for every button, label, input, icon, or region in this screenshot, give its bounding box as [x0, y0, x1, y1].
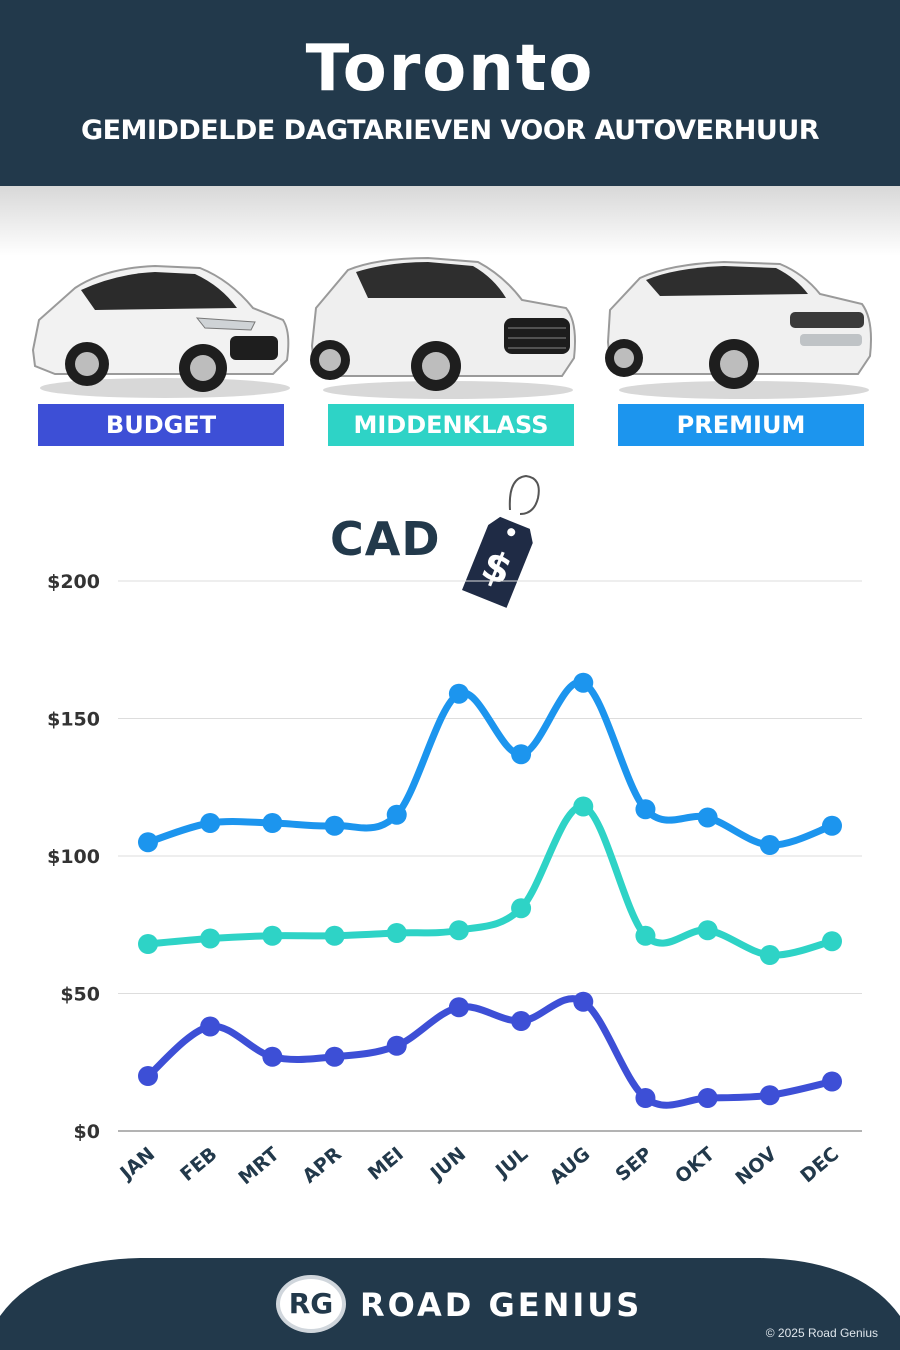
data-point: [759, 835, 780, 855]
data-point: [511, 898, 532, 919]
x-axis-labels: JAN FEB MRT APR MEI JUN JUL AUG SEP OKT NOV DEC: [115, 1143, 844, 1190]
suv-car-icon: [310, 256, 576, 399]
data-point: [448, 997, 469, 1018]
data-point: [573, 672, 594, 693]
data-point: [386, 923, 407, 943]
data-point: [822, 815, 842, 836]
x-tick-label: SEP: [611, 1143, 656, 1186]
middenklass-label: MIDDENKLASS: [328, 404, 574, 446]
x-tick-label: FEB: [176, 1143, 221, 1186]
data-point: [324, 1046, 345, 1067]
data-point: [448, 683, 469, 704]
chart-series: [138, 672, 842, 1109]
data-point: [697, 807, 718, 828]
y-tick-label: $200: [47, 571, 100, 593]
data-point: [324, 925, 345, 946]
data-point: [386, 804, 407, 825]
data-point: [138, 1066, 158, 1086]
y-axis-labels: $0 $50 $100 $150 $200: [47, 571, 100, 1143]
data-point: [262, 925, 283, 946]
data-point: [697, 1088, 718, 1108]
x-tick-label: JUL: [490, 1143, 532, 1183]
data-point: [635, 925, 656, 946]
data-point: [635, 1088, 656, 1108]
premium-label: PREMIUM: [618, 404, 864, 446]
data-point: [573, 991, 594, 1012]
data-point: [511, 1011, 532, 1031]
data-point: [138, 934, 158, 954]
series-premium: [138, 672, 842, 855]
x-tick-label: JAN: [115, 1143, 160, 1185]
page-subtitle: GEMIDDELDE DAGTARIEVEN VOOR AUTOVERHUUR: [80, 115, 820, 146]
data-point: [262, 1046, 283, 1067]
data-point: [822, 1071, 842, 1092]
data-point: [759, 945, 780, 965]
copyright-text: © 2025 Road Genius: [765, 1326, 878, 1340]
series-budget: [138, 991, 842, 1109]
series-middenklass: [138, 796, 842, 965]
page-title: Toronto: [305, 32, 595, 106]
x-tick-label: AUG: [546, 1143, 595, 1189]
x-tick-label: DEC: [796, 1143, 843, 1187]
x-tick-label: MEI: [364, 1143, 408, 1185]
x-tick-label: JUN: [425, 1143, 470, 1186]
data-point: [822, 931, 842, 952]
data-point: [200, 1016, 221, 1037]
brand-name: ROAD GENIUS: [360, 1286, 643, 1324]
footer-banner: [0, 1258, 900, 1350]
data-point: [324, 815, 345, 836]
data-point: [262, 813, 283, 833]
y-tick-label: $0: [74, 1121, 100, 1143]
data-point: [386, 1035, 407, 1056]
series-line: [144, 678, 836, 849]
hatchback-car-icon: [31, 264, 290, 398]
chart-gridlines: [118, 580, 862, 1132]
data-point: [511, 744, 532, 765]
data-point: [138, 832, 158, 853]
premium-suv-car-icon: [605, 260, 872, 399]
data-point: [448, 920, 469, 941]
y-tick-label: $100: [47, 846, 100, 868]
y-tick-label: $50: [60, 984, 100, 1006]
rates-line-chart: $0 $50 $100 $150 $200 JAN FEB MRT APR MEI JUN JUL A…: [47, 571, 862, 1190]
data-point: [573, 796, 594, 817]
x-tick-label: APR: [298, 1143, 346, 1188]
data-point: [200, 813, 221, 833]
budget-label: BUDGET: [38, 404, 284, 446]
header-shadow: [0, 186, 900, 256]
data-point: [697, 920, 718, 941]
y-tick-label: $150: [47, 709, 100, 731]
x-tick-label: NOV: [731, 1143, 781, 1190]
header-banner: Toronto GEMIDDELDE DAGTARIEVEN VOOR AUTO…: [0, 0, 900, 186]
series-line: [144, 995, 836, 1109]
x-tick-label: OKT: [671, 1143, 719, 1188]
data-point: [759, 1085, 780, 1106]
currency-label: CAD: [330, 512, 441, 566]
data-point: [635, 799, 656, 820]
price-tag-icon: $: [462, 474, 540, 608]
road-genius-logo: RG: [276, 1275, 346, 1333]
x-tick-label: MRT: [234, 1143, 283, 1189]
data-point: [200, 928, 221, 949]
